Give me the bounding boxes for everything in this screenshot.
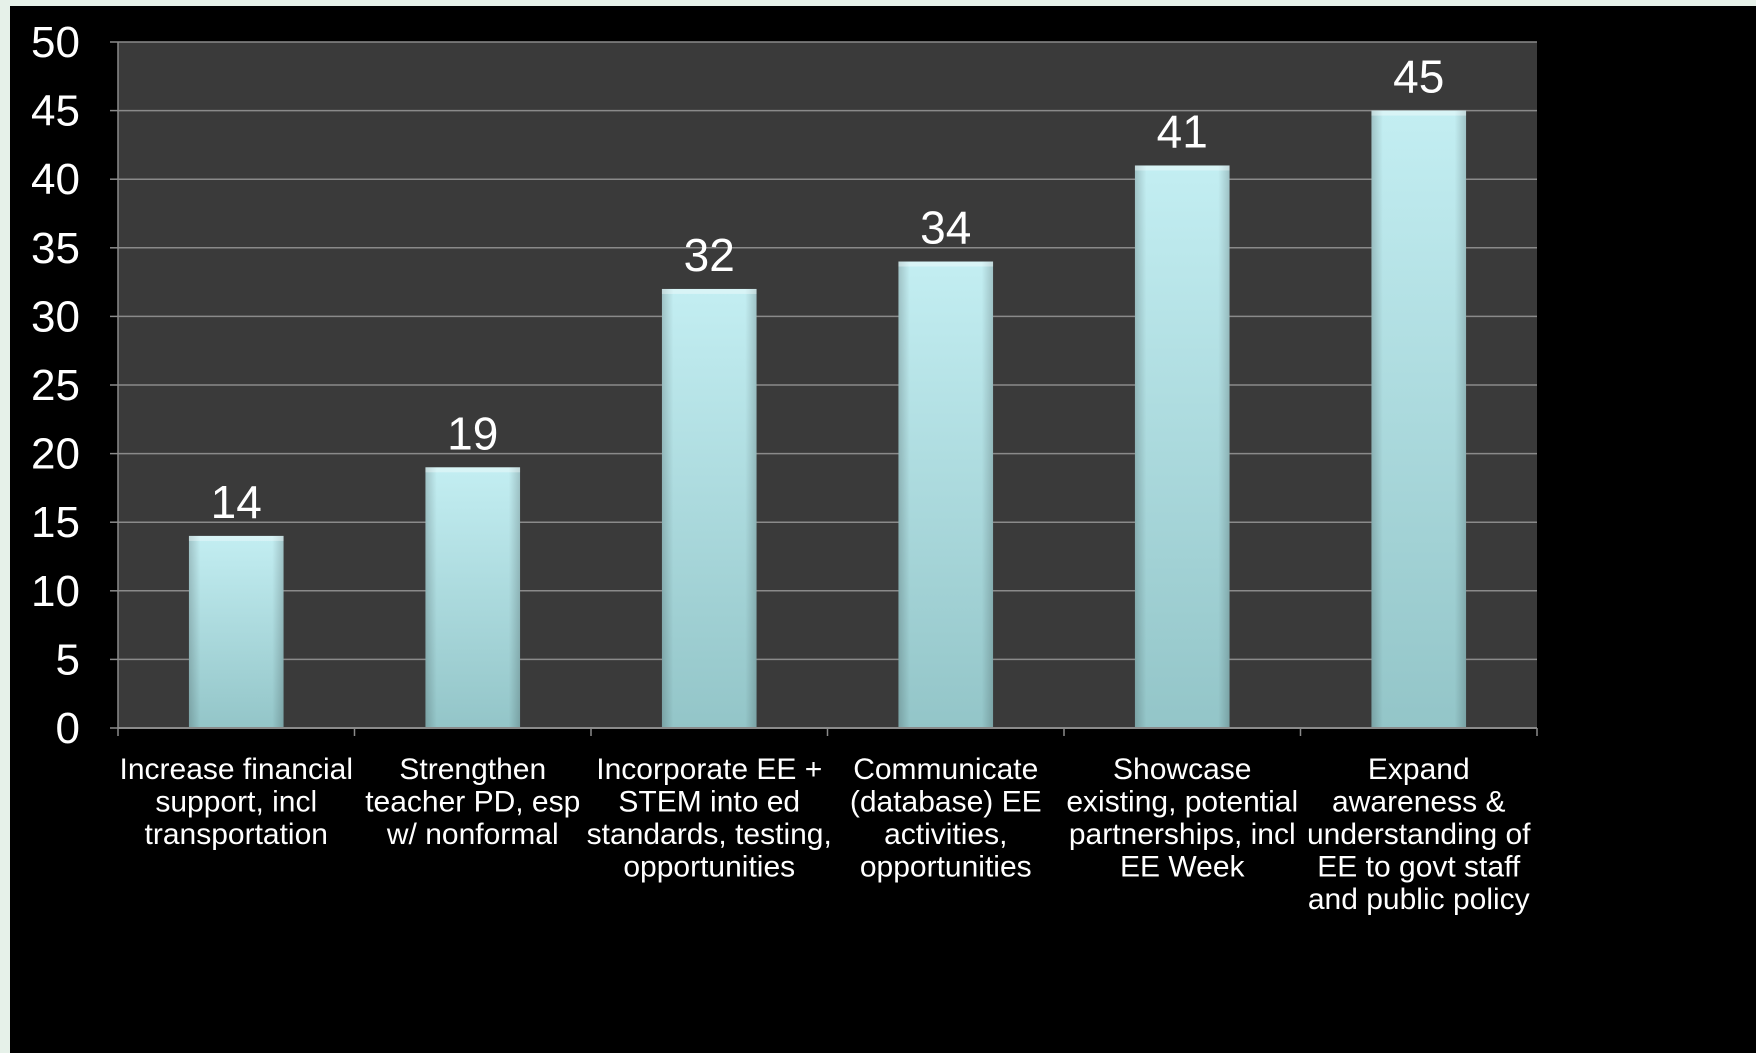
category-label-line: (database) EE bbox=[850, 786, 1042, 819]
category-label-line: opportunities bbox=[623, 851, 795, 884]
category-label-line: understanding of bbox=[1307, 818, 1531, 851]
y-tick-label: 20 bbox=[31, 430, 80, 479]
category-label-line: support, incl bbox=[155, 786, 317, 819]
bar-top-highlight bbox=[1134, 165, 1230, 171]
category-label: Strengthen teacher PD, esp w/ nonformal bbox=[365, 753, 580, 851]
category-label-line: standards, testing, bbox=[587, 818, 832, 851]
category-label-line: existing, potential bbox=[1066, 786, 1298, 819]
category-label: Incorporate EE + STEM into ed standards, t… bbox=[587, 753, 832, 884]
y-tick-label: 15 bbox=[31, 498, 80, 547]
bar-shading bbox=[1134, 165, 1230, 729]
bars bbox=[188, 110, 1467, 729]
x-axis bbox=[117, 42, 1538, 736]
category-label-line: awareness & bbox=[1332, 786, 1505, 819]
category-label: Showcase existing, potential partnerships,… bbox=[1066, 753, 1298, 884]
category-label-line: Increase financial bbox=[120, 753, 353, 786]
chart-frame: 0 5 10 15 20 25 30 35 40 45 50 14 19 32 34 41 45 Increa… bbox=[10, 6, 1756, 1053]
y-tick-label: 5 bbox=[56, 635, 80, 684]
y-tick-label: 50 bbox=[31, 18, 80, 67]
bar-shading bbox=[1371, 110, 1467, 729]
category-label-line: activities, bbox=[884, 818, 1007, 851]
bar-top-highlight bbox=[1371, 110, 1467, 116]
bar-shading bbox=[898, 261, 994, 728]
data-label: 14 bbox=[211, 476, 262, 528]
category-label-line: teacher PD, esp bbox=[365, 786, 580, 819]
bar-top-highlight bbox=[661, 288, 757, 294]
data-label: 34 bbox=[920, 202, 971, 254]
bar-chart: 0 5 10 15 20 25 30 35 40 45 50 14 19 32 34 41 45 Increa… bbox=[31, 18, 1538, 916]
category-label-line: EE Week bbox=[1120, 851, 1245, 884]
category-label-line: Expand bbox=[1368, 753, 1470, 786]
y-tick-label: 40 bbox=[31, 155, 80, 204]
category-labels: Increase financial support, incl transport… bbox=[120, 753, 1532, 916]
category-label-line: and public policy bbox=[1308, 883, 1530, 916]
category-label-line: w/ nonformal bbox=[386, 818, 559, 851]
y-tick-label: 25 bbox=[31, 361, 80, 410]
data-label: 45 bbox=[1393, 51, 1444, 103]
bar-top-highlight bbox=[898, 261, 994, 267]
category-label-line: opportunities bbox=[860, 851, 1032, 884]
bar-shading bbox=[425, 467, 521, 728]
y-tick-label: 45 bbox=[31, 87, 80, 136]
bar-top-highlight bbox=[425, 467, 521, 473]
category-label-line: Incorporate EE + bbox=[596, 753, 822, 786]
category-label-line: Showcase bbox=[1113, 753, 1251, 786]
y-tick-label: 10 bbox=[31, 567, 80, 616]
category-label-line: EE to govt staff bbox=[1317, 851, 1521, 884]
y-tick-label: 0 bbox=[56, 704, 80, 753]
bar-shading bbox=[661, 288, 757, 728]
bar-top-highlight bbox=[188, 535, 284, 541]
y-tick-label: 35 bbox=[31, 224, 80, 273]
gridlines bbox=[118, 41, 1537, 661]
category-label-line: Communicate bbox=[853, 753, 1038, 786]
category-label: Increase financial support, incl transport… bbox=[120, 753, 353, 851]
category-label-line: partnerships, incl bbox=[1069, 818, 1296, 851]
data-label: 32 bbox=[684, 229, 735, 281]
category-label: Communicate (database) EE activities, oppor… bbox=[850, 753, 1042, 884]
category-label-line: STEM into ed bbox=[618, 786, 800, 819]
data-labels: 14 19 32 34 41 45 bbox=[211, 51, 1445, 528]
y-axis-ticks: 0 5 10 15 20 25 30 35 40 45 50 bbox=[31, 18, 118, 753]
y-tick-label: 30 bbox=[31, 292, 80, 341]
bar-shading bbox=[188, 535, 284, 728]
data-label: 41 bbox=[1157, 105, 1208, 157]
category-label-line: transportation bbox=[145, 818, 328, 851]
data-label: 19 bbox=[447, 407, 498, 459]
category-label: Expand awareness & understanding of EE to g… bbox=[1307, 753, 1531, 916]
category-label-line: Strengthen bbox=[399, 753, 546, 786]
